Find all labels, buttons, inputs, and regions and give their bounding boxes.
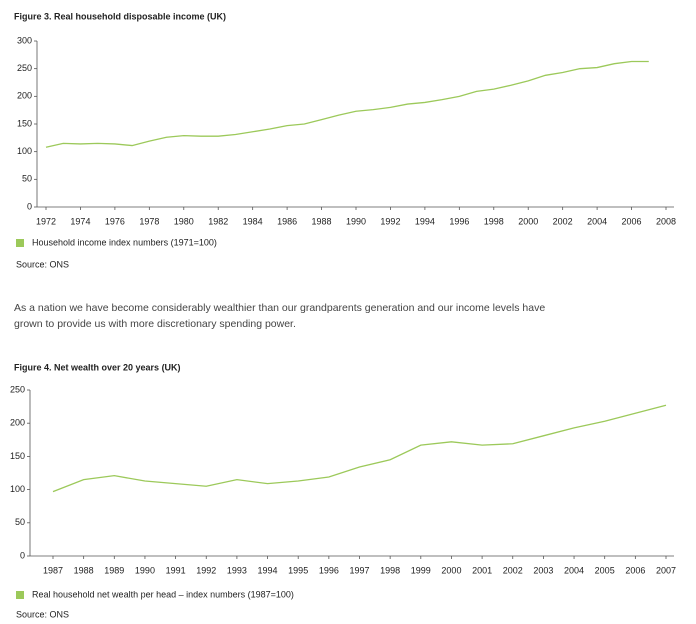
x-tick-label: 1992	[380, 216, 400, 226]
x-tick-label: 1998	[484, 216, 504, 226]
x-tick-label: 1984	[243, 216, 263, 226]
x-tick-label: 1996	[319, 565, 339, 575]
x-tick-label: 2006	[622, 216, 642, 226]
x-tick-label: 1976	[105, 216, 125, 226]
x-tick-label: 1996	[449, 216, 469, 226]
y-tick-label: 0	[27, 201, 32, 211]
y-tick-label: 100	[10, 484, 25, 494]
x-tick-label: 2008	[656, 216, 676, 226]
legend-swatch	[16, 239, 24, 247]
y-tick-label: 50	[22, 174, 32, 184]
x-tick-label: 2001	[472, 565, 492, 575]
legend-label: Household income index numbers (1971=100…	[32, 237, 217, 247]
x-tick-label: 2000	[518, 216, 538, 226]
source: Source: ONS	[16, 609, 69, 619]
x-tick-label: 2007	[656, 565, 676, 575]
y-tick-label: 250	[10, 384, 25, 394]
y-tick-label: 200	[17, 91, 32, 101]
chart-title: Figure 3. Real household disposable inco…	[14, 11, 226, 21]
x-tick-label: 1978	[139, 216, 159, 226]
x-tick-label: 1989	[104, 565, 124, 575]
y-tick-label: 0	[20, 550, 25, 560]
y-tick-label: 300	[17, 35, 32, 45]
x-tick-label: 2002	[553, 216, 573, 226]
x-tick-label: 1980	[174, 216, 194, 226]
x-tick-label: 2004	[587, 216, 607, 226]
x-tick-label: 1990	[346, 216, 366, 226]
x-tick-label: 1991	[166, 565, 186, 575]
x-tick-label: 1993	[227, 565, 247, 575]
x-tick-label: 2004	[564, 565, 584, 575]
x-tick-label: 1994	[258, 565, 278, 575]
chart-title: Figure 4. Net wealth over 20 years (UK)	[14, 362, 181, 372]
x-tick-label: 1987	[43, 565, 63, 575]
x-tick-label: 2005	[595, 565, 615, 575]
x-tick-label: 1988	[312, 216, 332, 226]
x-tick-label: 1992	[196, 565, 216, 575]
paragraph: As a nation we have become considerably …	[14, 302, 546, 330]
source: Source: ONS	[16, 259, 69, 269]
line	[52, 404, 667, 493]
x-tick-label: 1988	[74, 565, 94, 575]
y-tick-label: 50	[15, 517, 25, 527]
x-tick-label: 1998	[380, 565, 400, 575]
y-tick-label: 250	[17, 63, 32, 73]
y-tick-label: 150	[10, 451, 25, 461]
legend-swatch	[16, 591, 24, 599]
x-tick-label: 2002	[503, 565, 523, 575]
x-tick-label: 2006	[625, 565, 645, 575]
x-tick-label: 1982	[208, 216, 228, 226]
x-tick-label: 1990	[135, 565, 155, 575]
x-tick-label: 1995	[288, 565, 308, 575]
y-tick-label: 200	[10, 418, 25, 428]
x-tick-label: 1974	[70, 216, 90, 226]
x-tick-label: 1999	[411, 565, 431, 575]
x-tick-label: 2000	[441, 565, 461, 575]
x-tick-label: 1972	[36, 216, 56, 226]
x-tick-label: 1986	[277, 216, 297, 226]
line	[45, 60, 649, 148]
x-tick-label: 2003	[533, 565, 553, 575]
x-tick-label: 1994	[415, 216, 435, 226]
legend-label: Real household net wealth per head – ind…	[32, 589, 294, 599]
y-tick-label: 100	[17, 146, 32, 156]
x-tick-label: 1997	[349, 565, 369, 575]
y-tick-label: 150	[17, 118, 32, 128]
